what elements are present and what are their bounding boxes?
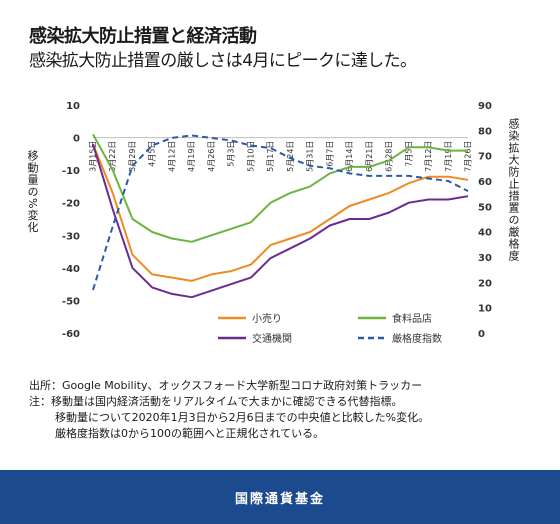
y2-tick-label: 10	[478, 304, 492, 315]
x-tick-label: 7月26日	[464, 141, 473, 172]
series-line	[92, 134, 469, 291]
x-tick-label: 6月7日	[325, 141, 334, 167]
x-tick-label: 5月31日	[306, 141, 315, 172]
legend-label: 小売り	[252, 312, 282, 325]
footer-bar: 国際通貨基金	[0, 470, 560, 524]
y-tick-label: -40	[62, 264, 80, 275]
y2-tick-label: 80	[478, 126, 492, 137]
y2-tick-label: 50	[478, 202, 492, 213]
note-line-3: 厳格度指数は0から100の範囲へと正規化されている。	[55, 427, 325, 440]
y-axis-label-left: 移動量の%変化	[26, 150, 39, 234]
y2-tick-label: 0	[478, 329, 485, 340]
y2-tick-label: 60	[478, 177, 492, 188]
y2-tick-label: 30	[478, 253, 492, 264]
series-line	[92, 133, 468, 243]
legend-label: 厳格度指数	[392, 332, 442, 345]
y2-tick-label: 90	[478, 101, 492, 112]
y2-tick-label: 20	[478, 278, 492, 289]
x-tick-label: 3月22日	[108, 141, 117, 172]
x-tick-label: 5月17日	[266, 141, 275, 172]
line-chart: 10 0 -10 -20 -30 -40 -50 -60 90 80 70 60 50 40 30 20 10 0…	[62, 101, 492, 345]
x-tick-label: 4月5日	[148, 141, 157, 167]
footer-org-name: 国際通貨基金	[234, 491, 325, 507]
y-tick-label: -60	[62, 329, 80, 340]
x-tick-label: 4月26日	[207, 141, 216, 172]
x-tick-label: 5月24日	[286, 141, 295, 172]
x-tick-label: 6月28日	[385, 141, 394, 172]
legend-label: 交通機関	[252, 332, 292, 345]
y2-tick-label: 40	[478, 228, 492, 239]
x-tick-label: 5月10日	[246, 141, 255, 172]
source-notes: 出所：Google Mobility、オックスフォード大学新型コロナ政府対策トラ…	[29, 378, 429, 442]
x-tick-label: 7月12日	[424, 141, 433, 172]
series-line	[92, 143, 469, 299]
x-tick-label: 7月5日	[404, 141, 413, 167]
chart-title: 感染拡大防止措置と経済活動	[29, 26, 257, 47]
y-tick-label: 0	[73, 134, 80, 145]
legend-label: 食料品店	[392, 312, 432, 325]
y-tick-label: 10	[66, 101, 80, 112]
y-tick-label: -30	[62, 231, 80, 242]
x-tick-label: 5月3日	[227, 141, 236, 167]
x-tick-label: 6月14日	[345, 141, 354, 172]
x-tick-label: 4月19日	[187, 141, 196, 172]
y-tick-label: -50	[62, 296, 80, 307]
y-axis-label-right: 感染拡大防止措置の厳格度	[507, 118, 520, 262]
x-tick-label: 6月21日	[365, 141, 374, 172]
y-tick-label: -20	[62, 199, 80, 210]
series-line	[92, 143, 469, 282]
y-tick-label: -10	[62, 166, 80, 177]
x-tick-label: 3月15日	[89, 141, 98, 172]
y2-tick-label: 70	[478, 152, 492, 163]
note-line-2: 移動量について2020年1月3日から2月6日までの中央値と比較した%変化。	[55, 411, 430, 424]
source-line: 出所：Google Mobility、オックスフォード大学新型コロナ政府対策トラ…	[29, 379, 423, 392]
x-tick-label: 3月29日	[128, 141, 137, 172]
note-line-1: 注：移動量は国内経済活動をリアルタイムで大まかに確認できる代替指標。	[29, 395, 403, 408]
x-tick-label: 4月12日	[167, 141, 176, 172]
x-tick-label: 7月19日	[444, 141, 453, 172]
chart-subtitle: 感染拡大防止措置の厳しさは4月にピークに達した。	[29, 51, 417, 71]
